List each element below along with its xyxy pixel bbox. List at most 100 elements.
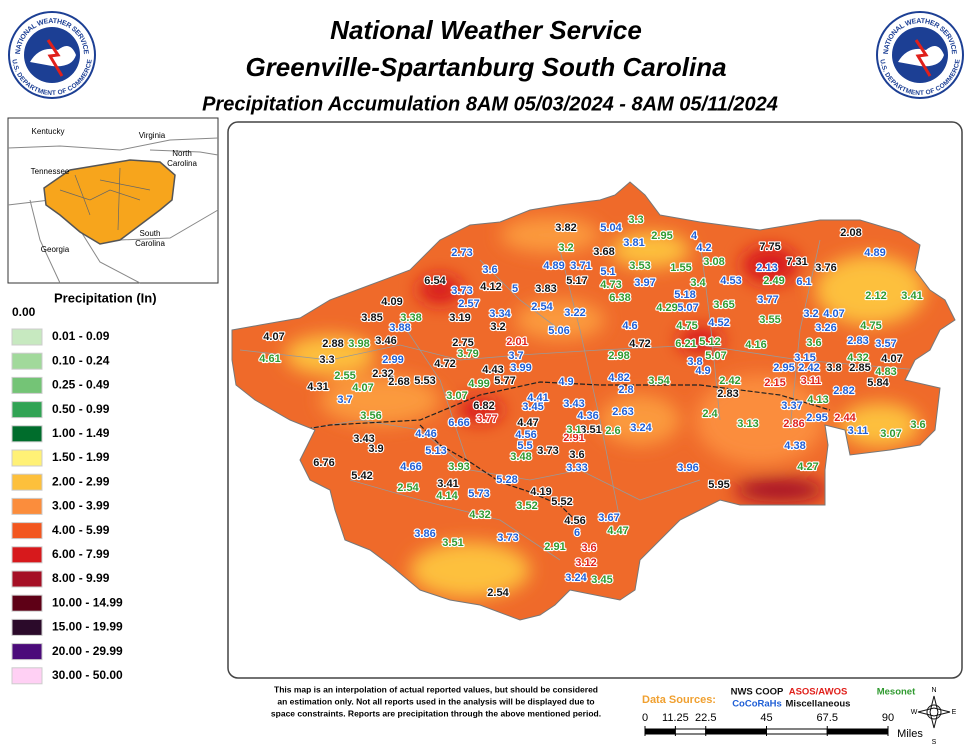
station-value: 2.91: [544, 541, 565, 553]
station-value: 3.34: [489, 308, 511, 320]
station-value: 2.95: [651, 230, 672, 242]
station-value: 4.2: [696, 242, 711, 254]
station-value: 6.66: [448, 417, 469, 429]
logo-right: NATIONAL WEATHER SERVICE U.S. DEPARTMENT…: [876, 11, 964, 99]
station-value: 4.9: [558, 376, 573, 388]
legend-swatch: [11, 643, 43, 661]
station-value: 3.99: [510, 362, 531, 374]
station-value: 4.46: [415, 428, 436, 440]
station-value: 2.08: [840, 227, 861, 239]
compass: N W E S: [911, 687, 957, 746]
legend-label: 3.00 - 3.99: [52, 499, 110, 513]
legend-label: 20.00 - 29.99: [52, 644, 123, 658]
station-value: 5.07: [677, 302, 698, 314]
legend-label: 0.25 - 0.49: [52, 378, 110, 392]
station-value: 3.12: [575, 557, 596, 569]
station-value: 3.71: [570, 260, 591, 272]
station-value: 2.8: [618, 384, 633, 396]
station-value: 5.13: [425, 445, 446, 457]
station-value: 4.75: [676, 320, 697, 332]
station-value: 3.53: [629, 260, 650, 272]
legend-swatch: [11, 449, 43, 467]
station-value: 3.85: [361, 312, 382, 324]
legend-label: 0.01 - 0.09: [52, 329, 110, 343]
station-value: 3.68: [593, 246, 614, 258]
station-value: 4.16: [745, 339, 766, 351]
subtitle: Greenville-Spartanburg South Carolina: [245, 52, 726, 82]
station-value: 3.43: [563, 398, 584, 410]
station-value: 2.83: [847, 335, 868, 347]
station-value: 6.1: [796, 276, 811, 288]
station-value: 3.88: [389, 322, 410, 334]
station-value: 3.45: [591, 574, 612, 586]
legend-label: 6.00 - 7.99: [52, 547, 110, 561]
scale-segment: [705, 728, 767, 735]
scale-label: 11.25: [662, 712, 689, 724]
station-value: 3.54: [648, 375, 670, 387]
station-value: 3.73: [451, 285, 472, 297]
station-value: 3.98: [348, 338, 369, 350]
legend-swatch: [11, 352, 43, 370]
station-value: 3.77: [757, 294, 778, 306]
station-value: 4.27: [797, 461, 818, 473]
legend-label: 0.50 - 0.99: [52, 402, 110, 416]
station-value: 2.15: [764, 377, 785, 389]
scale-label: 90: [882, 712, 894, 724]
station-value: 3.38: [400, 312, 421, 324]
scale-segment: [674, 728, 707, 735]
inset-label: North: [172, 149, 192, 158]
station-value: 3.22: [564, 307, 585, 319]
station-value: 2.63: [612, 406, 633, 418]
note-line: space constraints. Reports are precipita…: [271, 708, 601, 718]
station-value: 3.86: [414, 528, 435, 540]
station-value: 2.83: [717, 388, 738, 400]
station-value: 5.04: [600, 222, 622, 234]
station-value: 4.13: [807, 394, 828, 406]
station-value: 5.06: [548, 325, 569, 337]
station-value: 3.3: [319, 354, 334, 366]
station-value: 4.9: [695, 365, 710, 377]
station-value: 6.38: [609, 292, 630, 304]
station-value: 3.13: [737, 418, 758, 430]
station-value: 2.32: [372, 368, 393, 380]
station-value: 3.3: [628, 214, 643, 226]
station-value: 3.07: [880, 428, 901, 440]
note: This map is an interpolation of actual r…: [271, 684, 601, 718]
station-value: 6.76: [313, 457, 334, 469]
station-value: 3.83: [535, 283, 556, 295]
station-value: 3.81: [623, 237, 644, 249]
station-value: 3.45: [522, 401, 543, 413]
station-value: 4.07: [263, 331, 284, 343]
station-value: 5.73: [468, 488, 489, 500]
source-name: CoCoRaHs: [732, 699, 782, 710]
compass-w: W: [911, 709, 918, 716]
station-value: 3.41: [437, 478, 458, 490]
station-value: 4.32: [469, 509, 490, 521]
station-value: 2.73: [451, 247, 472, 259]
station-value: 2.54: [487, 587, 509, 599]
station-value: 2.82: [833, 385, 854, 397]
inset-label: Kentucky: [32, 127, 65, 136]
station-value: 3.57: [875, 338, 896, 350]
legend: 0.01 - 0.09 0.10 - 0.24 0.25 - 0.49 0.50 - …: [11, 328, 123, 685]
station-value: 3.37: [781, 400, 802, 412]
inset-label: Carolina: [167, 159, 197, 168]
station-value: 5.1: [600, 266, 615, 278]
station-value: 5.53: [414, 375, 435, 387]
inset-label: Carolina: [135, 239, 165, 248]
station-value: 3.2: [558, 242, 573, 254]
station-value: 4.07: [352, 382, 373, 394]
inset-label: South: [140, 229, 161, 238]
legend-title: Precipitation (In): [54, 290, 157, 305]
station-value: 2.44: [834, 412, 856, 424]
station-value: 3.77: [476, 413, 497, 425]
station-value: 3.93: [448, 461, 469, 473]
station-value: 3.11: [848, 425, 869, 437]
station-value: 3.82: [555, 222, 576, 234]
station-value: 4.52: [708, 317, 729, 329]
legend-swatch: [11, 546, 43, 564]
station-value: 4.99: [468, 378, 489, 390]
legend-label: 2.00 - 2.99: [52, 474, 110, 488]
station-value: 4.29: [656, 302, 677, 314]
station-value: 2.42: [719, 375, 740, 387]
